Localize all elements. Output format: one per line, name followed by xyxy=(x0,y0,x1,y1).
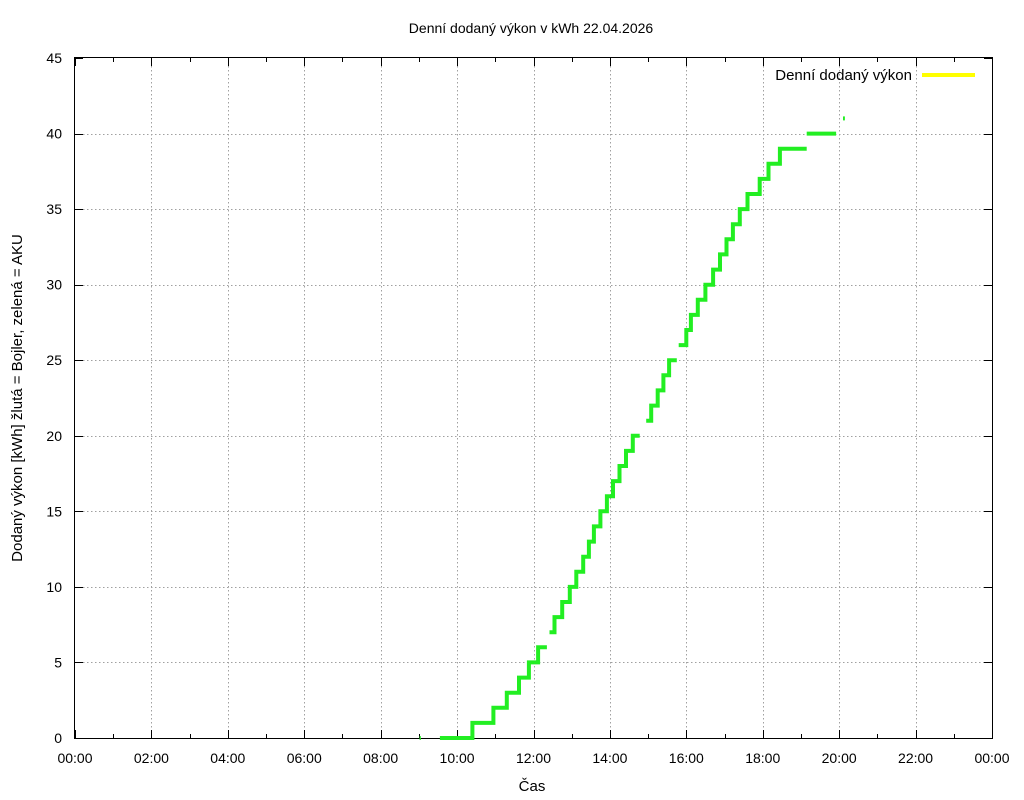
series-1-line xyxy=(549,433,640,635)
x-tick-label: 16:00 xyxy=(669,750,704,766)
chart-title: Denní dodaný výkon v kWh 22.04.2026 xyxy=(409,20,654,36)
series-lines xyxy=(419,116,845,740)
series-1-line xyxy=(439,645,547,740)
y-tick-label: 5 xyxy=(54,654,62,670)
x-tick-label: 10:00 xyxy=(440,750,475,766)
y-tick-label: 10 xyxy=(46,579,62,595)
axis-ticks: 00:00 02:00 04:00 06:00 08:00 10:00 12:00 14:00… xyxy=(46,50,1009,766)
x-tick-label: 20:00 xyxy=(822,750,857,766)
y-tick-label: 35 xyxy=(46,201,62,217)
y-tick-label: 40 xyxy=(46,126,62,142)
y-tick-label: 45 xyxy=(46,50,62,66)
series-1-line xyxy=(678,146,807,348)
x-tick-label: 02:00 xyxy=(134,750,169,766)
series-1-line xyxy=(646,358,677,423)
x-tick-label: 00:00 xyxy=(974,750,1009,766)
x-tick-label: 22:00 xyxy=(898,750,933,766)
y-tick-label: 0 xyxy=(54,730,62,746)
y-tick-label: 15 xyxy=(46,503,62,519)
y-tick-label: 25 xyxy=(46,352,62,368)
x-tick-label: 04:00 xyxy=(210,750,245,766)
x-tick-label: 14:00 xyxy=(592,750,627,766)
x-tick-label: 12:00 xyxy=(516,750,551,766)
x-tick-label: 06:00 xyxy=(287,750,322,766)
x-tick-label: 18:00 xyxy=(745,750,780,766)
x-tick-label: 00:00 xyxy=(57,750,92,766)
y-tick-label: 30 xyxy=(46,277,62,293)
legend: Denní dodaný výkon xyxy=(775,67,975,84)
x-axis-title: Čas xyxy=(519,778,546,795)
legend-label: Denní dodaný výkon xyxy=(775,67,912,84)
y-tick-label: 20 xyxy=(46,428,62,444)
gridlines xyxy=(75,58,992,738)
plot-frame xyxy=(74,57,993,739)
y-axis-title: Dodaný výkon [kWh] žlutá = Bojler, zelen… xyxy=(9,234,26,562)
x-tick-label: 08:00 xyxy=(363,750,398,766)
